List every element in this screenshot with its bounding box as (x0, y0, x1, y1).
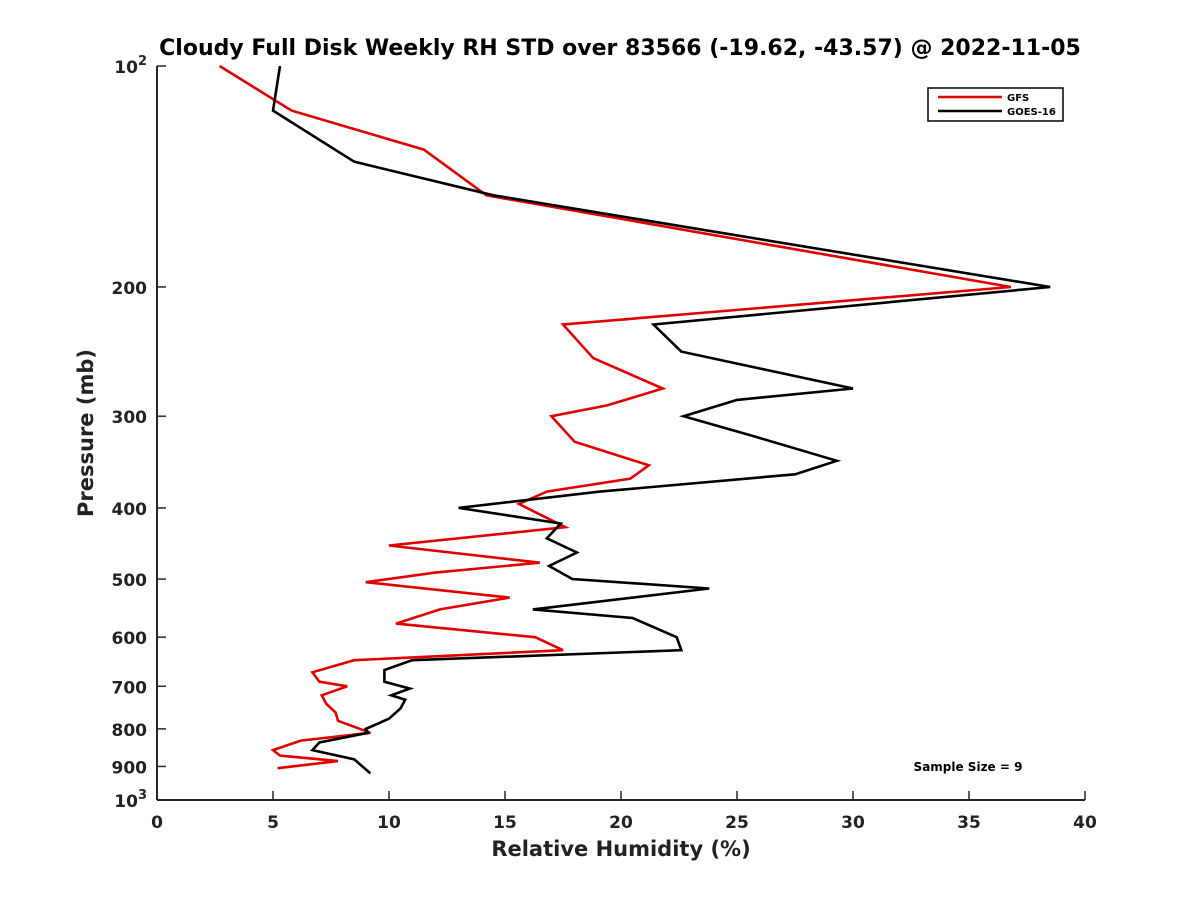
legend-label-gfs: GFS (1007, 93, 1029, 104)
sample-size-annotation: Sample Size = 9 (914, 760, 1023, 774)
x-tick-label: 15 (493, 813, 517, 833)
legend[interactable]: GFS GOES-16 (927, 87, 1064, 122)
x-axis-label: Relative Humidity (%) (491, 837, 750, 861)
y-tick-label: 200 (112, 279, 148, 299)
legend-label-goes-16: GOES-16 (1007, 107, 1056, 118)
y-tick-label: 500 (112, 571, 148, 591)
y-tick-label: 103 (114, 788, 147, 812)
series-gfs-line (218, 64, 1012, 770)
plot-area (157, 66, 1085, 800)
x-tick-label: 5 (267, 813, 279, 833)
y-tick-label: 800 (112, 721, 148, 741)
chart-title: Cloudy Full Disk Weekly RH STD over 8356… (159, 36, 1081, 61)
y-axis: 102 200 300 400 500 600 700 800 900 103 (112, 54, 166, 812)
x-tick-label: 40 (1073, 813, 1097, 833)
y-tick-label: 300 (112, 408, 148, 428)
y-tick-label: 700 (112, 678, 148, 698)
y-tick-label: 102 (114, 54, 147, 78)
y-axis-label: Pressure (mb) (74, 349, 98, 517)
y-tick-label: 900 (112, 758, 148, 778)
x-tick-label: 25 (725, 813, 749, 833)
x-tick-label: 0 (151, 813, 163, 833)
x-tick-label: 20 (609, 813, 633, 833)
x-axis: 0 5 10 15 20 25 30 35 40 (151, 791, 1097, 833)
y-tick-label: 600 (112, 629, 148, 649)
legend-box (927, 87, 1064, 122)
x-tick-label: 30 (841, 813, 865, 833)
series-goes-16-line (271, 65, 1051, 775)
series-layer (218, 64, 1051, 775)
x-tick-label: 35 (957, 813, 981, 833)
x-tick-label: 10 (377, 813, 401, 833)
y-tick-label: 400 (112, 500, 148, 520)
